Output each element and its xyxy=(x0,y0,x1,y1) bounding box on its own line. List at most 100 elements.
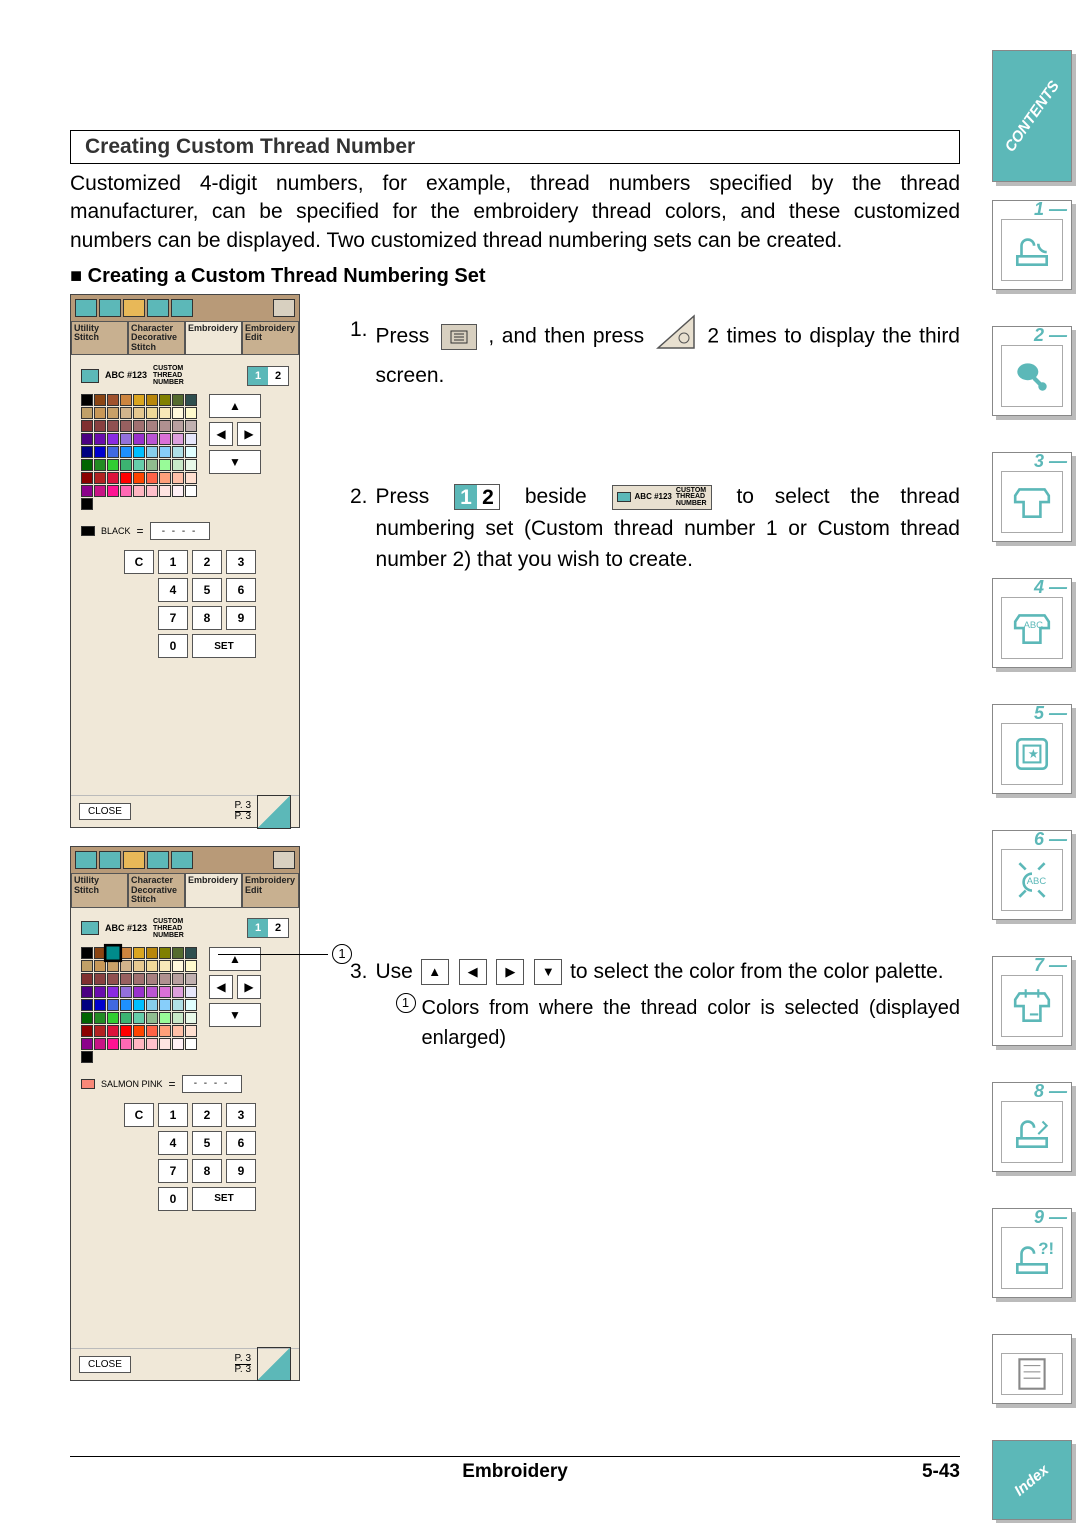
color-swatch[interactable] xyxy=(120,999,132,1011)
color-swatch[interactable] xyxy=(120,472,132,484)
color-swatch[interactable] xyxy=(133,459,145,471)
mode-tab[interactable]: UtilityStitch xyxy=(71,873,128,907)
set-button[interactable]: SET xyxy=(192,1187,256,1211)
color-swatch[interactable] xyxy=(81,960,93,972)
chapter-tab-7[interactable]: 7 — xyxy=(992,956,1072,1046)
color-swatch[interactable] xyxy=(159,960,171,972)
color-swatch[interactable] xyxy=(94,1012,106,1024)
toggle-1[interactable]: 1 xyxy=(455,485,477,509)
color-swatch[interactable] xyxy=(81,485,93,497)
color-swatch[interactable] xyxy=(94,999,106,1011)
color-swatch[interactable] xyxy=(159,1025,171,1037)
color-swatch[interactable] xyxy=(146,433,158,445)
color-swatch[interactable] xyxy=(159,433,171,445)
arrow-right-button[interactable]: ▶ xyxy=(496,959,524,985)
arrow-down-button[interactable]: ▼ xyxy=(534,959,562,985)
color-swatch[interactable] xyxy=(172,1038,184,1050)
color-swatch[interactable] xyxy=(172,986,184,998)
color-swatch[interactable] xyxy=(120,446,132,458)
color-palette[interactable] xyxy=(81,947,197,1063)
color-swatch[interactable] xyxy=(94,446,106,458)
contents-tab[interactable]: CONTENTS xyxy=(992,50,1072,182)
color-swatch[interactable] xyxy=(120,394,132,406)
color-swatch[interactable] xyxy=(172,420,184,432)
color-swatch[interactable] xyxy=(120,433,132,445)
blank-tab[interactable] xyxy=(992,1334,1072,1404)
color-swatch[interactable] xyxy=(81,999,93,1011)
color-swatch[interactable] xyxy=(185,999,197,1011)
color-swatch[interactable] xyxy=(159,973,171,985)
color-swatch[interactable] xyxy=(172,999,184,1011)
color-swatch[interactable] xyxy=(107,973,119,985)
color-swatch[interactable] xyxy=(185,1025,197,1037)
color-swatch[interactable] xyxy=(185,1012,197,1024)
mode-tab[interactable]: EmbroideryEdit xyxy=(242,321,299,355)
keypad-key-6[interactable]: 6 xyxy=(226,578,256,602)
keypad-key-2[interactable]: 2 xyxy=(192,1103,222,1127)
color-swatch[interactable] xyxy=(120,485,132,497)
color-swatch[interactable] xyxy=(107,1025,119,1037)
color-swatch[interactable] xyxy=(172,394,184,406)
color-swatch[interactable] xyxy=(185,394,197,406)
color-swatch[interactable] xyxy=(81,420,93,432)
color-swatch[interactable] xyxy=(94,420,106,432)
color-swatch[interactable] xyxy=(81,947,93,959)
color-swatch[interactable] xyxy=(133,407,145,419)
keypad-key-c[interactable]: C xyxy=(124,1103,154,1127)
color-swatch[interactable] xyxy=(185,947,197,959)
color-swatch[interactable] xyxy=(94,407,106,419)
chapter-tab-9[interactable]: 9 —?! xyxy=(992,1208,1072,1298)
color-swatch[interactable] xyxy=(81,1051,93,1063)
color-swatch[interactable] xyxy=(159,947,171,959)
arrow-up-button[interactable]: ▲ xyxy=(209,394,261,418)
color-swatch[interactable] xyxy=(185,485,197,497)
color-swatch[interactable] xyxy=(120,407,132,419)
color-swatch[interactable] xyxy=(172,446,184,458)
set-button[interactable]: SET xyxy=(192,634,256,658)
keypad-key-1[interactable]: 1 xyxy=(158,550,188,574)
close-button[interactable]: CLOSE xyxy=(79,1356,131,1373)
keypad-key-8[interactable]: 8 xyxy=(192,1159,222,1183)
color-swatch[interactable] xyxy=(159,1038,171,1050)
keypad-key-8[interactable]: 8 xyxy=(192,606,222,630)
color-swatch[interactable] xyxy=(81,973,93,985)
color-swatch[interactable] xyxy=(120,973,132,985)
mode-tab[interactable]: Embroidery xyxy=(185,873,242,907)
arrow-left-button[interactable]: ◀ xyxy=(209,975,233,999)
color-swatch[interactable] xyxy=(120,459,132,471)
color-swatch[interactable] xyxy=(146,947,158,959)
keypad-key-1[interactable]: 1 xyxy=(158,1103,188,1127)
color-swatch[interactable] xyxy=(185,407,197,419)
color-swatch[interactable] xyxy=(107,960,119,972)
toggle-2[interactable]: 2 xyxy=(268,367,288,385)
color-swatch[interactable] xyxy=(133,1025,145,1037)
settings-screen-button[interactable] xyxy=(441,324,477,350)
arrow-right-button[interactable]: ▶ xyxy=(237,422,261,446)
color-swatch[interactable] xyxy=(185,459,197,471)
arrow-down-button[interactable]: ▼ xyxy=(209,450,261,474)
keypad-key-3[interactable]: 3 xyxy=(226,1103,256,1127)
color-swatch[interactable] xyxy=(133,1012,145,1024)
color-swatch[interactable] xyxy=(133,1038,145,1050)
color-swatch[interactable] xyxy=(146,1038,158,1050)
color-swatch[interactable] xyxy=(146,420,158,432)
keypad-key-c[interactable]: C xyxy=(124,550,154,574)
color-swatch[interactable] xyxy=(146,986,158,998)
color-swatch[interactable] xyxy=(172,472,184,484)
mode-tab[interactable]: Embroidery xyxy=(185,321,242,355)
color-swatch[interactable] xyxy=(146,1025,158,1037)
color-swatch[interactable] xyxy=(172,960,184,972)
inline-toggle-12[interactable]: 1 2 xyxy=(454,484,500,510)
color-swatch[interactable] xyxy=(105,945,121,961)
color-swatch[interactable] xyxy=(133,472,145,484)
color-swatch[interactable] xyxy=(107,986,119,998)
color-swatch[interactable] xyxy=(133,433,145,445)
toggle-1[interactable]: 1 xyxy=(248,919,268,937)
color-swatch[interactable] xyxy=(146,960,158,972)
keypad[interactable]: C1234567890SET xyxy=(91,550,289,686)
color-swatch[interactable] xyxy=(185,1038,197,1050)
set-toggle[interactable]: 1 2 xyxy=(247,366,289,386)
color-swatch[interactable] xyxy=(94,1038,106,1050)
color-swatch[interactable] xyxy=(172,459,184,471)
color-swatch[interactable] xyxy=(146,407,158,419)
